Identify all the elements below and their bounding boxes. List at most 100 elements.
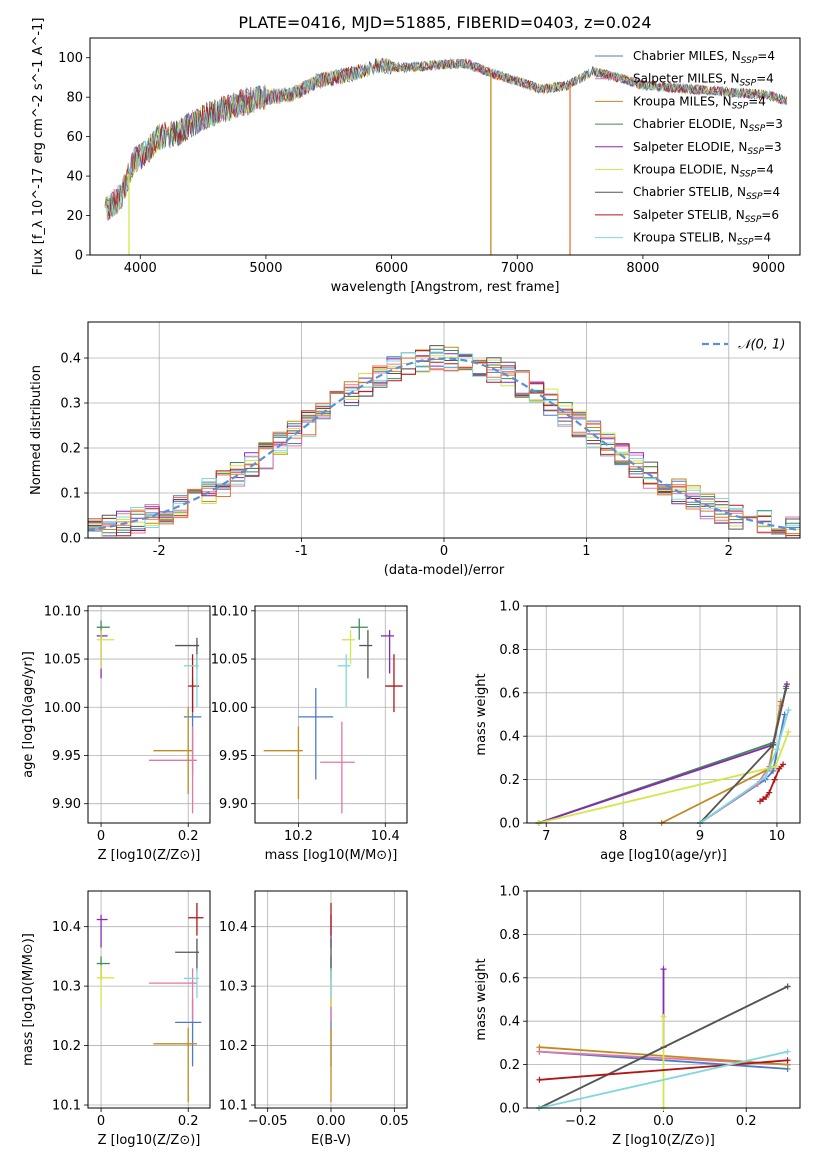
age-vs-z-panel: 0 0.2 9.90 9.95 10.00 10.05 10.10 Z [log10(Z/Z⊙… bbox=[21, 604, 211, 863]
mass-weight-vs-age-marker bbox=[785, 728, 792, 735]
age-vs-z-frame bbox=[87, 605, 211, 824]
age-vs-z-ytick-label: 10.05 bbox=[44, 653, 81, 668]
residuals-ylabel: Normed distribution bbox=[29, 365, 44, 495]
legend-label: Chabrier STELIB, NSSP=4 bbox=[633, 185, 780, 202]
spectrum-ytick-label: 0 bbox=[75, 249, 83, 264]
mass-weight-vs-age-marker bbox=[783, 683, 790, 690]
legend-label: Kroupa ELODIE, NSSP=4 bbox=[633, 163, 774, 180]
legend-subscript: SSP bbox=[749, 124, 766, 134]
mass-weight-vs-age-marker bbox=[776, 765, 783, 772]
mass-weight-vs-age-series bbox=[538, 688, 788, 824]
spectrum-ytick-label: 100 bbox=[58, 51, 83, 66]
mass-weight-vs-z-ytick-label: 0.0 bbox=[499, 1102, 520, 1117]
mass-weight-vs-age-xtick-label: 8 bbox=[619, 829, 627, 844]
mass-vs-ebv-xtick-label: −0.05 bbox=[248, 1114, 288, 1129]
legend-subscript: SSP bbox=[737, 238, 754, 248]
legend-label: Kroupa STELIB, NSSP=4 bbox=[633, 231, 771, 248]
mass-weight-vs-z-xtick-label: 0.0 bbox=[653, 1114, 674, 1129]
mass-weight-vs-z-xtick-label: −0.2 bbox=[565, 1114, 597, 1129]
mass-weight-vs-z-ylabel: mass weight bbox=[474, 958, 489, 1040]
spectrum-xtick-label: 9000 bbox=[752, 261, 785, 276]
mass-weight-vs-z-xtick-label: 0.2 bbox=[736, 1114, 757, 1129]
legend-label: Kroupa MILES, NSSP=4 bbox=[633, 94, 766, 111]
spectrum-xtick-label: 8000 bbox=[626, 261, 659, 276]
mass-vs-ebv-panel: −0.05 0.00 0.05 10.1 10.2 10.3 10.4 E(B-V) bbox=[219, 890, 409, 1148]
age-vs-mass-ytick-label: 9.95 bbox=[219, 749, 248, 764]
mass-weight-vs-age-ytick-label: 0.6 bbox=[499, 686, 520, 701]
mass-vs-ebv-xlabel: E(B-V) bbox=[311, 1133, 351, 1148]
panels: 4000 5000 6000 7000 8000 9000020406080100wave… bbox=[21, 18, 801, 1148]
age-vs-mass-panel: 10.2 10.4 9.90 9.95 10.00 10.05 10.10 mass [log… bbox=[211, 604, 408, 863]
mass-weight-vs-age-ytick-label: 0.2 bbox=[499, 773, 520, 788]
mass-vs-ebv-ytick-label: 10.2 bbox=[219, 1039, 248, 1054]
legend-nssp: =4 bbox=[748, 94, 766, 108]
mass-weight-vs-age-marker bbox=[763, 793, 770, 800]
residuals-xtick-label: 0 bbox=[440, 544, 448, 559]
spectrum-ytick-label: 20 bbox=[66, 209, 83, 224]
spectrum-ytick-label: 80 bbox=[66, 91, 83, 106]
mass-weight-vs-z-series bbox=[539, 1059, 788, 1081]
residuals-ytick-label: 0.4 bbox=[60, 352, 81, 367]
age-vs-z-ytick-label: 9.90 bbox=[52, 797, 81, 812]
normal-reference-curve bbox=[87, 357, 801, 532]
age-vs-z-ytick-label: 10.00 bbox=[44, 701, 81, 716]
legend-nssp: =6 bbox=[761, 208, 779, 222]
legend-label: Salpeter ELODIE, NSSP=3 bbox=[633, 140, 782, 157]
age-vs-mass-ytick-label: 10.10 bbox=[211, 604, 248, 619]
legend-subscript: SSP bbox=[746, 192, 763, 202]
mass-vs-ebv-frame bbox=[254, 890, 408, 1109]
mass-weight-vs-z-series bbox=[539, 985, 788, 1109]
age-vs-mass-ytick-label: 9.90 bbox=[219, 797, 248, 812]
mass-weight-vs-z-marker bbox=[536, 1076, 543, 1083]
mass-weight-vs-age-marker bbox=[771, 776, 778, 783]
spectrum-frame bbox=[89, 37, 801, 256]
spectrum-line bbox=[104, 57, 787, 216]
mass-weight-vs-age-marker bbox=[772, 763, 779, 770]
age-vs-z-xtick-label: 0 bbox=[97, 829, 105, 844]
legend-label: Salpeter STELIB, NSSP=6 bbox=[633, 208, 779, 225]
age-vs-mass-ytick-label: 10.05 bbox=[211, 653, 248, 668]
mass-weight-vs-age-panel: 7 8 9 10 0.0 0.2 0.4 0.6 0.8 1.0 age [log10(age/yr… bbox=[474, 600, 801, 863]
legend-subscript: SSP bbox=[732, 101, 749, 111]
legend-nssp: =4 bbox=[753, 231, 771, 245]
legend-nssp: =3 bbox=[765, 117, 783, 131]
spectrum-panel: 4000 5000 6000 7000 8000 9000 0 20 40 60 80 100 wave… bbox=[31, 18, 801, 295]
residuals-panel: -2 -1 0 1 2 0.0 0.1 0.2 0.3 0.4 (data-model)/error… bbox=[29, 321, 801, 578]
mass-vs-ebv-xtick-label: 0.00 bbox=[317, 1114, 346, 1129]
figure-title: PLATE=0416, MJD=51885, FIBERID=0403, z=0… bbox=[238, 13, 651, 32]
mass-weight-vs-z-ytick-label: 1.0 bbox=[499, 885, 520, 900]
legend-nssp: =4 bbox=[756, 163, 774, 177]
mass-vs-z-xtick-label: 0 bbox=[97, 1114, 105, 1129]
mass-weight-vs-age-ytick-label: 0.4 bbox=[499, 730, 520, 745]
spectrum-ytick-label: 40 bbox=[66, 170, 83, 185]
residuals-ytick-label: 0.0 bbox=[60, 532, 81, 547]
residuals-xtick-label: 2 bbox=[725, 544, 733, 559]
legend-nssp: =4 bbox=[763, 185, 781, 199]
mass-weight-vs-age-frame bbox=[526, 605, 801, 824]
spectrum-xtick-label: 6000 bbox=[375, 261, 408, 276]
mass-weight-vs-age-marker bbox=[770, 767, 777, 774]
legend-label: Chabrier MILES, NSSP=4 bbox=[633, 49, 775, 66]
mass-weight-vs-z-panel: −0.2 0.0 0.2 0.0 0.2 0.4 0.6 0.8 1.0 Z [log10(Z/Z… bbox=[474, 885, 801, 1148]
mass-weight-vs-z-ytick-label: 0.6 bbox=[499, 971, 520, 986]
residuals-ytick-label: 0.1 bbox=[60, 487, 81, 502]
mass-weight-vs-age-ylabel: mass weight bbox=[474, 673, 489, 755]
age-vs-mass-xtick-label: 10.2 bbox=[284, 829, 313, 844]
legend-nssp: =3 bbox=[764, 140, 782, 154]
mass-weight-vs-z-ytick-label: 0.4 bbox=[499, 1015, 520, 1030]
legend-nssp: =4 bbox=[756, 72, 774, 86]
mass-weight-vs-z-marker bbox=[784, 983, 791, 990]
reference-legend-label: 𝒩(0, 1) bbox=[738, 338, 785, 353]
mass-weight-vs-age-marker bbox=[760, 796, 767, 803]
mass-weight-vs-z-ytick-label: 0.8 bbox=[499, 928, 520, 943]
mass-vs-z-xlabel: Z [log10(Z/Z⊙)] bbox=[98, 1133, 201, 1148]
mass-weight-vs-age-marker bbox=[780, 761, 787, 768]
residuals-frame bbox=[87, 321, 801, 539]
mass-vs-z-frame bbox=[87, 890, 211, 1109]
spectrum-ylabel: Flux [f_λ 10^-17 erg cm^-2 s^-1 A^-1] bbox=[31, 18, 46, 276]
mass-vs-z-panel: 0 0.2 10.1 10.2 10.3 10.4 Z [log10(Z/Z⊙)] mass … bbox=[21, 890, 211, 1148]
legend-subscript: SSP bbox=[741, 56, 758, 66]
mass-weight-vs-z-marker bbox=[660, 966, 667, 973]
age-vs-z-xlabel: Z [log10(Z/Z⊙)] bbox=[98, 848, 201, 863]
mass-weight-vs-z-marker bbox=[784, 1048, 791, 1055]
